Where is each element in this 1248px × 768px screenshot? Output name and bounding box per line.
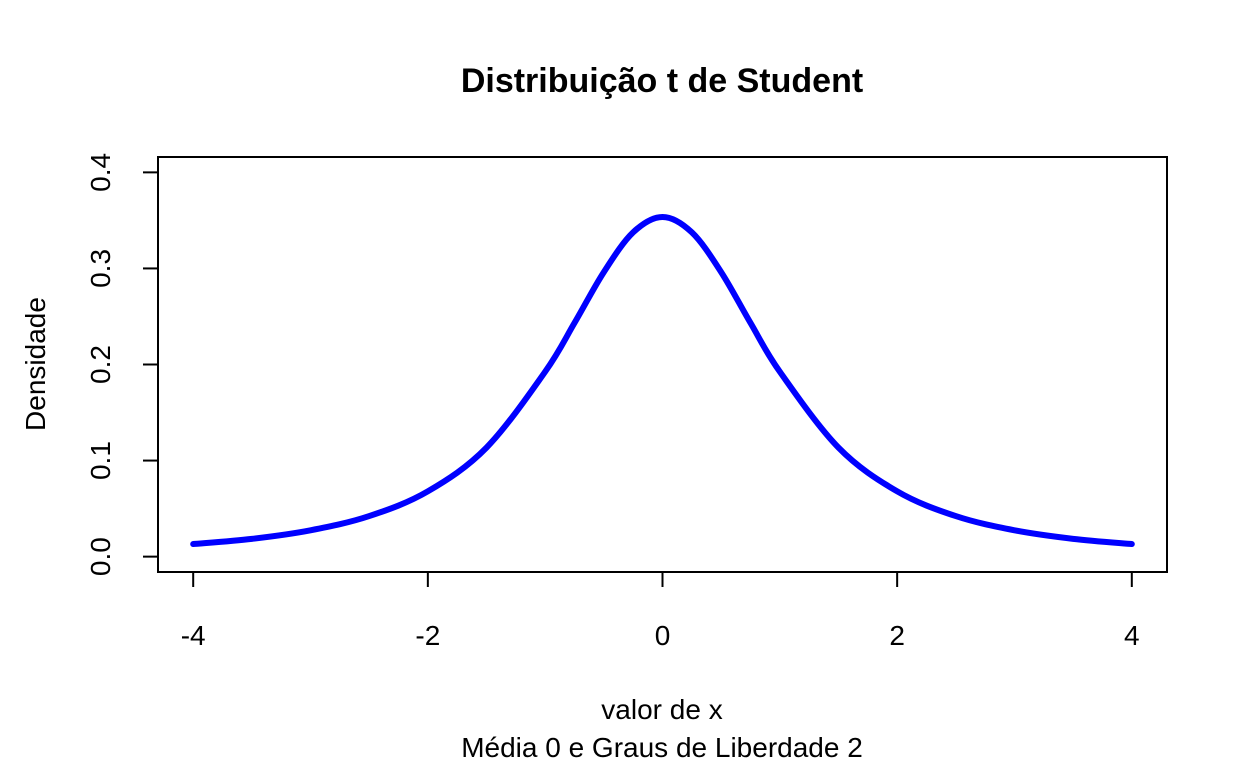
x-axis-label: valor de x [601, 694, 722, 725]
y-tick-label: 0.0 [85, 537, 116, 576]
y-tick-label: 0.1 [85, 441, 116, 480]
y-tick-label: 0.4 [85, 153, 116, 192]
x-tick-label: 0 [655, 620, 671, 651]
y-axis-label: Densidade [20, 297, 51, 431]
x-tick-label: -4 [181, 620, 206, 651]
chart-subtitle: Média 0 e Graus de Liberdade 2 [461, 732, 863, 763]
x-tick-label: -2 [415, 620, 440, 651]
x-tick-label: 2 [889, 620, 905, 651]
x-axis: -4 -2 0 2 4 [181, 571, 1140, 651]
y-tick-label: 0.2 [85, 345, 116, 384]
y-axis: 0.0 0.1 0.2 0.3 0.4 [85, 153, 159, 576]
y-tick-label: 0.3 [85, 249, 116, 288]
x-tick-label: 4 [1124, 620, 1140, 651]
chart-title: Distribuição t de Student [461, 62, 863, 100]
density-curve [190, 213, 1135, 548]
